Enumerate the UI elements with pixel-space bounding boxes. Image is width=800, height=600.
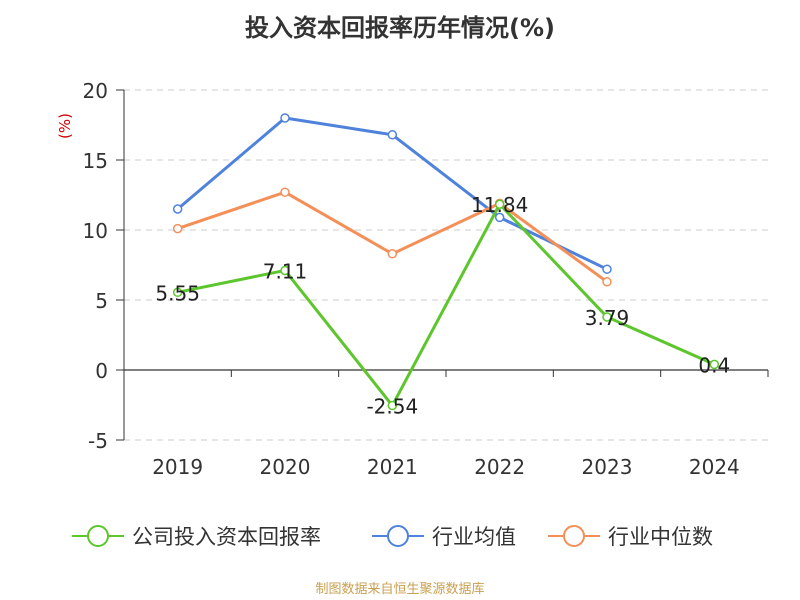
data-point <box>172 204 183 214</box>
x-tick-label: 2020 <box>260 455 311 479</box>
y-tick-label: 5 <box>95 289 108 313</box>
y-tick-label: 20 <box>83 79 108 103</box>
data-point <box>280 187 290 197</box>
data-point <box>280 113 290 123</box>
data-label: 7.11 <box>263 259 308 283</box>
data-point <box>172 223 183 234</box>
data-point <box>280 265 290 276</box>
y-tick-label: 0 <box>95 359 108 383</box>
series-line <box>176 116 608 271</box>
x-tick-label: 2024 <box>689 455 740 479</box>
x-tick-label: 2021 <box>367 455 418 479</box>
data-point <box>602 277 612 287</box>
x-tick-label: 2023 <box>582 455 633 479</box>
series-line <box>177 202 715 408</box>
x-tick-label: 2019 <box>152 455 203 479</box>
data-point <box>387 130 398 140</box>
data-point <box>709 359 720 370</box>
data-point <box>602 264 612 274</box>
legend-swatch-marker <box>563 525 585 547</box>
legend-label: 行业中位数 <box>608 525 713 549</box>
y-tick-label: -5 <box>88 429 108 453</box>
data-point <box>387 400 398 411</box>
data-point <box>494 199 505 209</box>
data-point <box>387 249 398 259</box>
data-point <box>172 287 183 298</box>
chart-title: 投入资本回报率历年情况(%) <box>245 14 555 42</box>
data-label: 0.4 <box>698 353 730 377</box>
y-tick-label: 15 <box>83 149 108 173</box>
legend-swatch-marker <box>387 525 409 547</box>
data-label: 3.79 <box>585 306 630 330</box>
data-label: 11.84 <box>471 193 528 217</box>
data-label: 5.55 <box>155 281 200 305</box>
source-note: 制图数据来自恒生聚源数据库 <box>315 582 485 597</box>
x-tick-label: 2022 <box>474 455 525 479</box>
y-tick-label: 10 <box>83 219 108 243</box>
y-axis-label: (%) <box>56 113 74 139</box>
legend-label: 行业均值 <box>432 525 516 549</box>
data-label: -2.54 <box>366 395 418 419</box>
legend-swatch-marker <box>87 525 109 547</box>
data-point <box>602 312 612 322</box>
legend-label: 公司投入资本回报率 <box>132 525 321 549</box>
data-point <box>494 212 505 223</box>
